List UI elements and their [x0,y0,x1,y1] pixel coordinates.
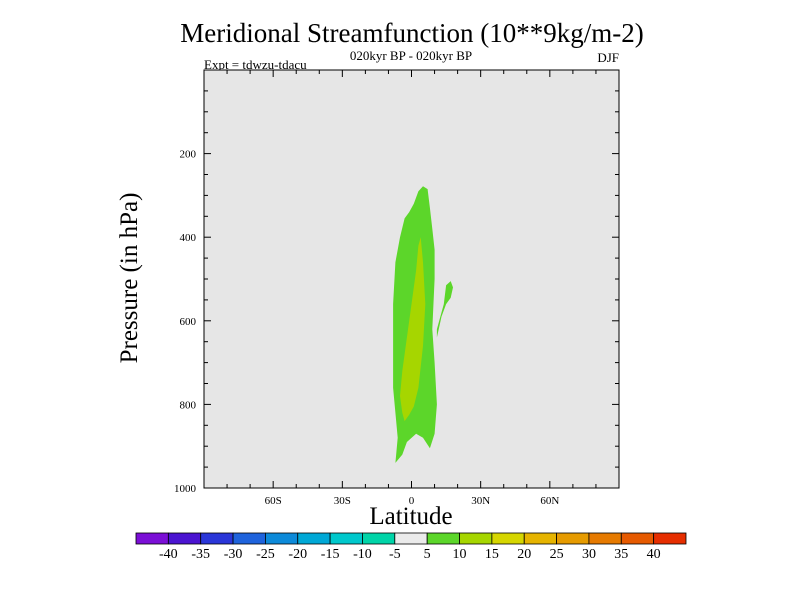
colorbar-swatch [200,532,234,545]
colorbar-label: -30 [224,547,243,562]
colorbar-swatch [459,532,493,545]
colorbar-swatch [556,532,590,545]
colorbar-swatch [653,532,687,545]
colorbar-swatch [329,532,363,545]
x-axis-label: Latitude [369,503,452,530]
colorbar-swatch [297,532,331,545]
colorbar-swatch [491,532,525,545]
contour-region-3 [400,237,426,422]
colorbar-label: -20 [288,547,307,562]
colorbar-label: -35 [191,547,210,562]
colorbar-swatch [394,532,428,545]
colorbar-swatch [362,532,396,545]
colorbar-label: -10 [353,547,372,562]
contour-region-2 [436,281,453,338]
colorbar-label: -5 [389,547,401,562]
y-tick-label: 600 [180,316,197,328]
colorbar-label: 10 [453,547,467,562]
colorbar-label: 30 [582,547,596,562]
y-tick-label: 200 [180,149,197,161]
x-tick-label: 60N [540,495,559,507]
colorbar-label: -25 [256,547,275,562]
contour-layer [393,186,453,463]
colorbar-swatch [265,532,299,545]
colorbar-label: 25 [550,547,564,562]
colorbar-label: 15 [485,547,499,562]
x-tick-label: 30N [471,495,490,507]
colorbar-label: 20 [517,547,531,562]
x-tick-label: 60S [265,495,282,507]
y-tick-label: 800 [180,399,197,411]
colorbar-swatch [588,532,622,545]
colorbar-label: 5 [424,547,431,562]
chart-title: Meridional Streamfunction (10**9kg/m-2) [180,18,643,48]
x-tick-label: 0 [409,495,415,507]
y-tick-label: 400 [180,232,197,244]
colorbar-swatch [426,532,460,545]
colorbar: -40 -35 -30 -25 -20 -15 -10 -5 5 10 15 20 25 30 35 40 [135,532,687,562]
chart-subtitle-left: Expt = tdwzu-tdacu [204,57,307,72]
colorbar-label: 35 [614,547,628,562]
colorbar-swatch [620,532,655,545]
x-tick-label: 30S [334,495,351,507]
colorbar-label: -15 [321,547,340,562]
chart-subtitle-right: DJF [597,50,619,65]
colorbar-swatch [232,532,266,545]
colorbar-swatch [523,532,557,545]
colorbar-swatch [167,532,202,545]
colorbar-swatch [135,532,169,545]
chart-subtitle-center: 020kyr BP - 020kyr BP [350,48,472,63]
colorbar-label: 40 [647,547,661,562]
y-tick-label: 1000 [174,483,197,495]
colorbar-label: -40 [159,547,178,562]
y-axis-label: Pressure (in hPa) [116,193,143,364]
tick-layer: 60S 30S 0 30N 60N 200 400 600 800 1000 [174,70,619,507]
